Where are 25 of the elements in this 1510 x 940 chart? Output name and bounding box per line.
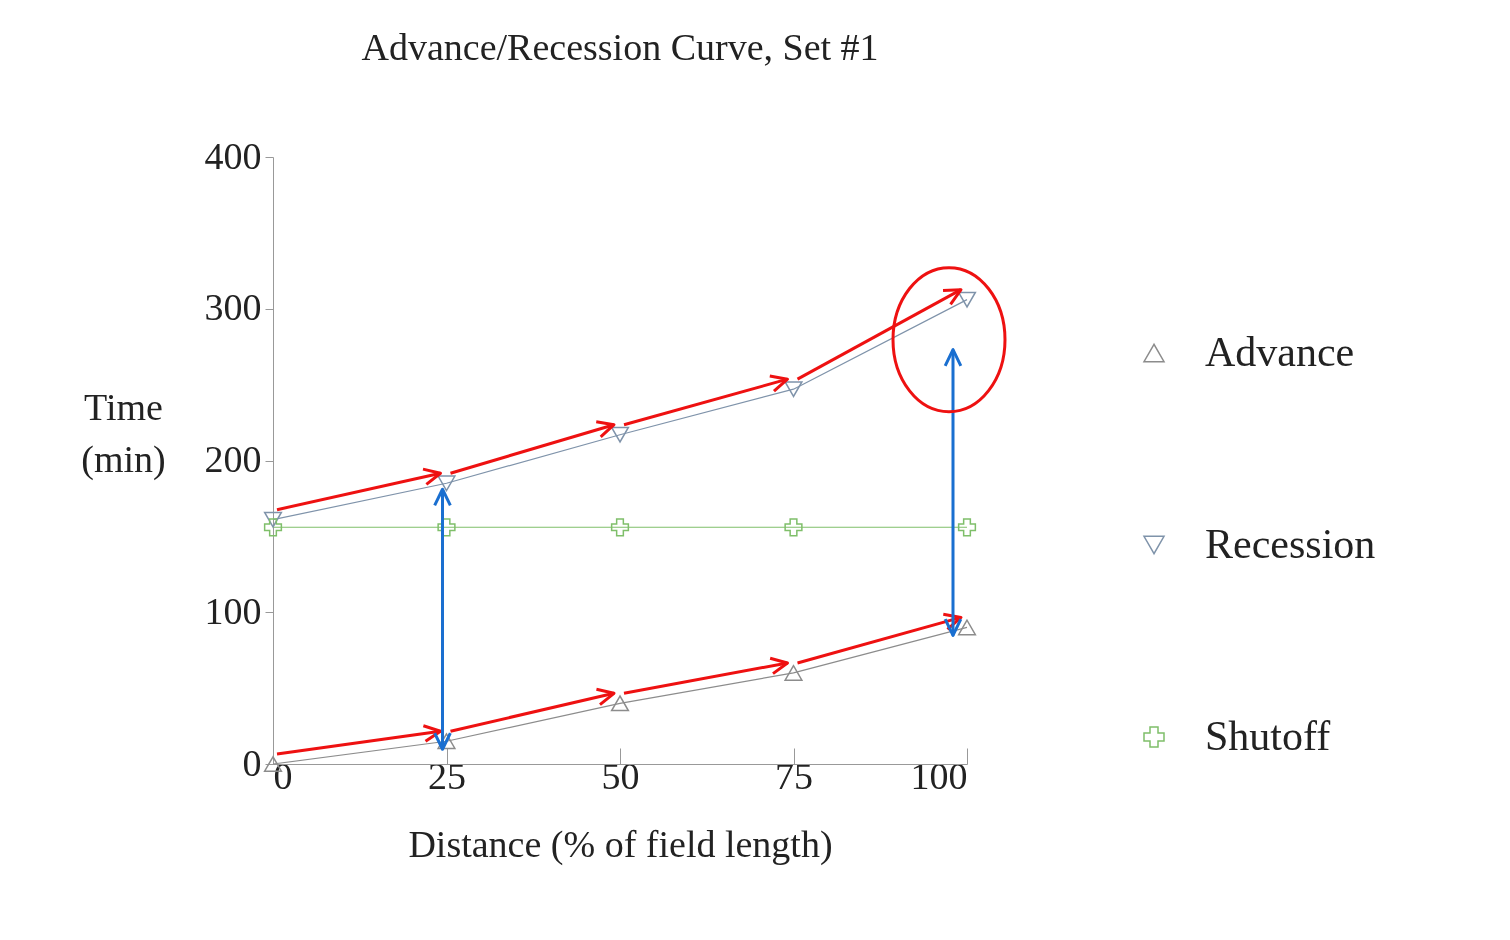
y-tick-label: 100: [204, 589, 262, 632]
y-tick-label: 200: [204, 438, 262, 480]
point: [957, 518, 977, 537]
point: [957, 291, 977, 308]
point: [784, 518, 803, 537]
point: [610, 695, 630, 712]
legend-label: Advance: [1205, 329, 1355, 375]
point: [610, 518, 630, 537]
legend-label: Recession: [1205, 521, 1376, 567]
point: [437, 733, 456, 750]
point: [957, 619, 977, 636]
y-tick-label: 300: [204, 286, 262, 329]
point: [610, 426, 630, 443]
point: [437, 475, 456, 492]
x-tick-label: 100: [910, 754, 968, 797]
point: [437, 518, 456, 537]
y-axis-title: Time (min): [81, 385, 166, 481]
point: [784, 381, 803, 398]
point: [784, 664, 803, 681]
legend-label: Shutoff: [1205, 713, 1331, 759]
x-axis-title: Distance (% of field length): [408, 822, 833, 866]
chart-title: Advance/Recession Curve, Set #1: [361, 26, 879, 68]
point: [263, 511, 283, 528]
point: [263, 518, 283, 537]
y-tick-label: 400: [204, 134, 262, 177]
